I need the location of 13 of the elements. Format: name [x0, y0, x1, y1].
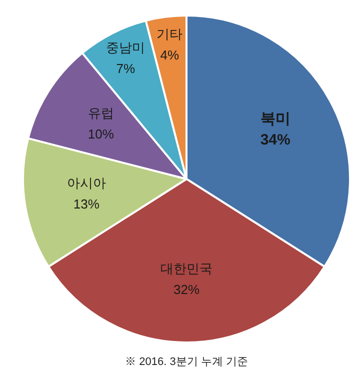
text: ※ 2016. 3분기 누계 기준	[124, 355, 249, 369]
slice-label: 기타	[156, 26, 183, 42]
slice-label: 아시아	[66, 175, 106, 190]
data-label: 32%	[173, 282, 200, 297]
slice-label: 대한민국	[160, 260, 212, 276]
data-label: 13%	[73, 196, 100, 212]
slice-label: 북미	[260, 110, 290, 128]
slice-label: 중남미	[106, 40, 146, 56]
data-label: 7%	[116, 61, 136, 76]
data-label: 34%	[260, 131, 290, 148]
slice-label: 유럽	[88, 105, 114, 120]
data-label: 4%	[160, 48, 180, 63]
data-label: 10%	[88, 126, 114, 142]
